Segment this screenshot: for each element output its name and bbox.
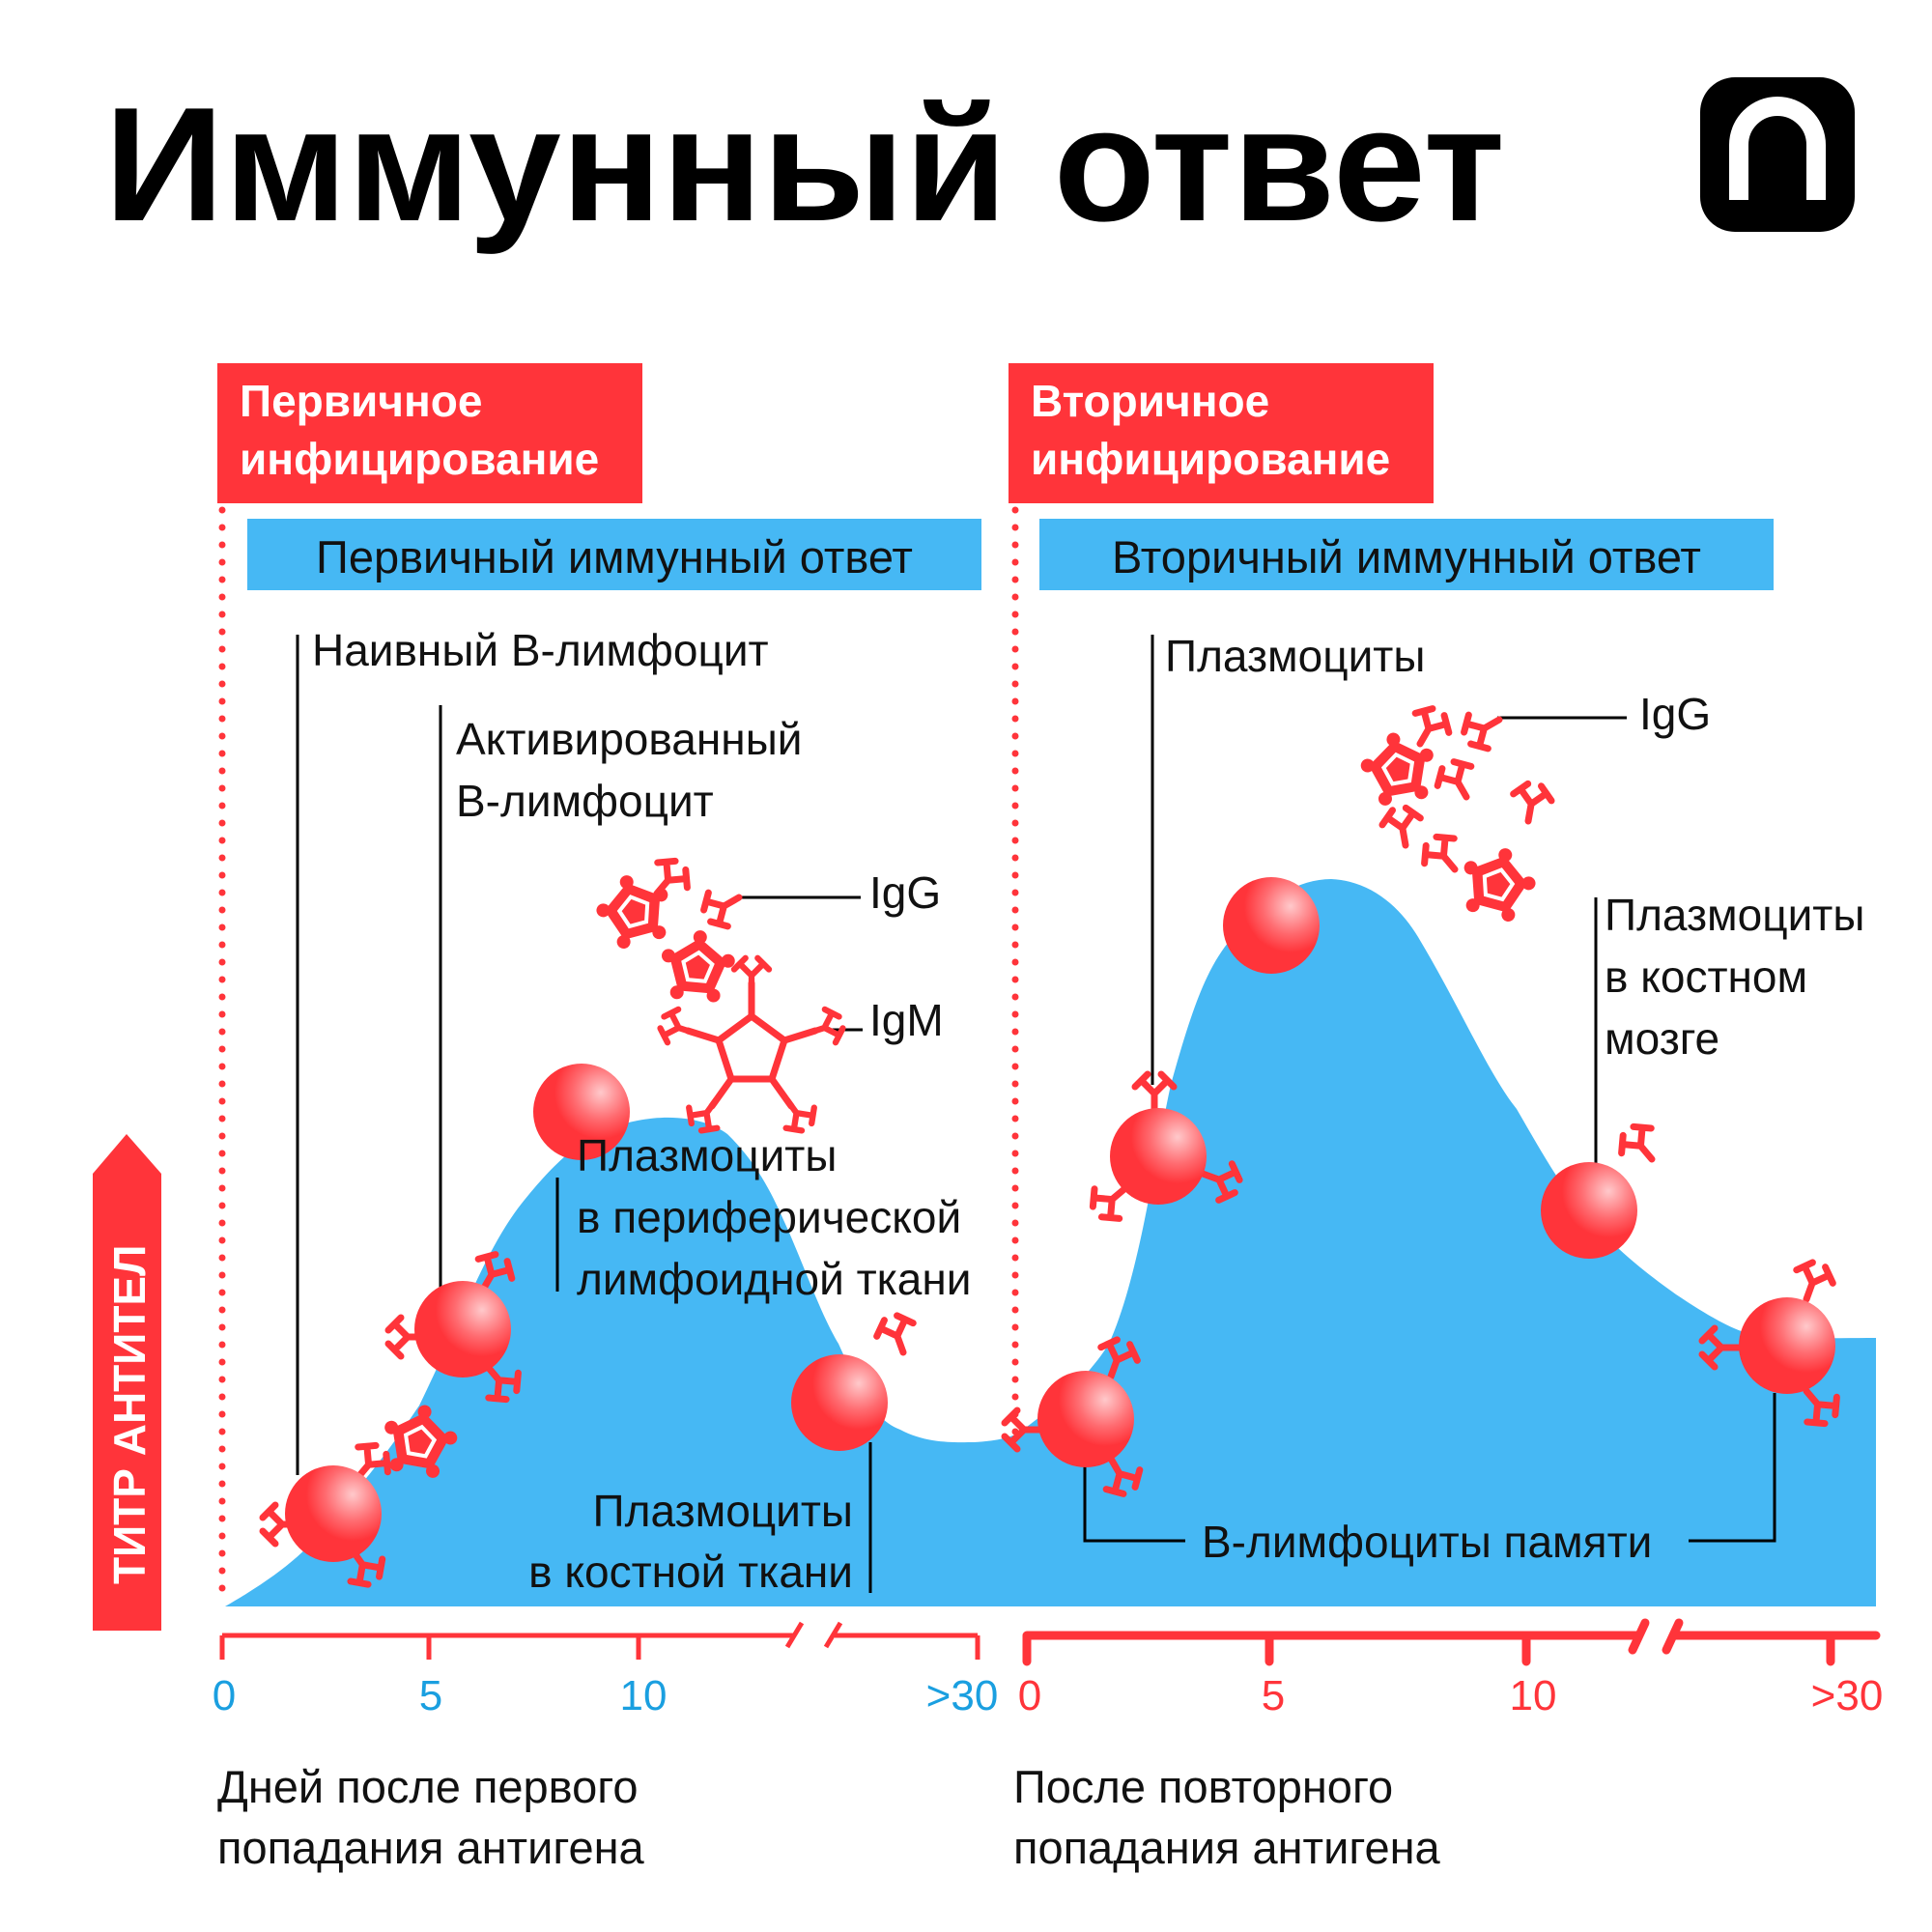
- plasma-cell: [791, 1354, 888, 1451]
- naive-b-cell: [285, 1465, 382, 1562]
- igg-label-secondary: IgG: [1639, 689, 1711, 739]
- plasma-cell: [533, 1064, 630, 1160]
- marrow-plasma-label: мозге: [1605, 1013, 1719, 1064]
- antibody-titer-area: [225, 879, 1876, 1606]
- bone-plasma-label: Плазмоциты: [593, 1486, 853, 1536]
- page-title: Иммунный ответ: [104, 73, 1505, 255]
- peripheral-plasma-label: в периферической: [577, 1192, 961, 1242]
- secondary-response-label: Вторичный иммунный ответ: [1112, 531, 1701, 582]
- activated-b-cell: [414, 1281, 511, 1378]
- igg-label: IgG: [869, 867, 941, 918]
- activated-b-cell-label: Активированный: [456, 714, 802, 764]
- primary-infection-badge: Первичное инфицирование: [217, 363, 642, 503]
- y-axis-arrow: ТИТР АНТИТЕЛ: [93, 1134, 161, 1631]
- antigen-pentamer-icon: [1356, 726, 1441, 809]
- antibody-icon: [1613, 1119, 1666, 1172]
- antigen-pentamer-icon: [658, 927, 737, 1004]
- badge-line: Первичное: [240, 376, 482, 426]
- primary-tick-label: >30: [926, 1672, 999, 1719]
- peripheral-plasma-label: лимфоидной ткани: [577, 1254, 971, 1304]
- badge-line: инфицирование: [240, 434, 599, 484]
- naive-b-cell-label: Наивный В-лимфоцит: [312, 625, 769, 675]
- peripheral-plasma-label: Плазмоциты: [577, 1130, 837, 1180]
- bone-plasma-label: в костной ткани: [528, 1547, 853, 1597]
- primary-x-axis: [219, 1621, 980, 1660]
- secondary-x-axis-caption: попадания антигена: [1013, 1822, 1441, 1873]
- igm-pentamer-icon: [657, 958, 846, 1137]
- primary-tick-label: 5: [419, 1672, 442, 1719]
- badge-line: Вторичное: [1031, 376, 1269, 426]
- memory-b-cell: [1739, 1297, 1835, 1394]
- antibody-icon: [872, 1311, 922, 1358]
- secondary-x-axis: [1022, 1618, 1881, 1666]
- memory-b-cell: [1037, 1371, 1134, 1467]
- plasma-cell: [1541, 1162, 1637, 1259]
- marrow-plasma-label: Плазмоциты: [1605, 890, 1864, 940]
- secondary-tick-label: 0: [1018, 1672, 1041, 1719]
- igg-antibody-icon: [697, 881, 749, 933]
- badge-line: инфицирование: [1031, 434, 1390, 484]
- secondary-tick-label: 5: [1262, 1672, 1285, 1719]
- leader-lines: [296, 635, 1776, 1593]
- antigen-pentamer-icon: [1453, 838, 1542, 925]
- primary-tick-label: 10: [620, 1672, 668, 1719]
- secondary-infection-badge: Вторичное инфицирование: [1009, 363, 1434, 503]
- primary-x-axis-caption: попадания антигена: [217, 1822, 645, 1873]
- cells: [285, 877, 1835, 1562]
- primary-tick-label: 0: [213, 1672, 236, 1719]
- secondary-response-bar: Вторичный иммунный ответ: [1039, 519, 1774, 590]
- plasma-cells-label: Плазмоциты: [1165, 631, 1425, 681]
- primary-response-label: Первичный иммунный ответ: [316, 531, 913, 582]
- secondary-tick-label: >30: [1811, 1672, 1884, 1719]
- marrow-plasma-label: в костном: [1605, 952, 1807, 1002]
- antibody-icon: [1404, 702, 1456, 753]
- primary-x-axis-caption: Дней после первого: [217, 1761, 639, 1812]
- igg-antibody-icon: [1458, 703, 1509, 755]
- memory-b-cells-label: В-лимфоциты памяти: [1202, 1517, 1652, 1567]
- antibody-icon: [1432, 755, 1484, 807]
- logo-icon: [1700, 77, 1855, 232]
- plasma-cell: [1223, 877, 1320, 974]
- secondary-x-axis-caption: После повторного: [1013, 1761, 1393, 1812]
- plasma-cell: [1110, 1108, 1207, 1205]
- y-axis-label: ТИТР АНТИТЕЛ: [104, 1245, 155, 1584]
- antibody-icon: [1380, 806, 1425, 848]
- activated-b-cell-label: В-лимфоцит: [456, 776, 714, 826]
- antibody-icon: [1416, 829, 1469, 882]
- antibody-icon: [1509, 781, 1553, 824]
- primary-response-bar: Первичный иммунный ответ: [247, 519, 981, 590]
- secondary-tick-label: 10: [1510, 1672, 1557, 1719]
- igm-label: IgM: [869, 995, 944, 1045]
